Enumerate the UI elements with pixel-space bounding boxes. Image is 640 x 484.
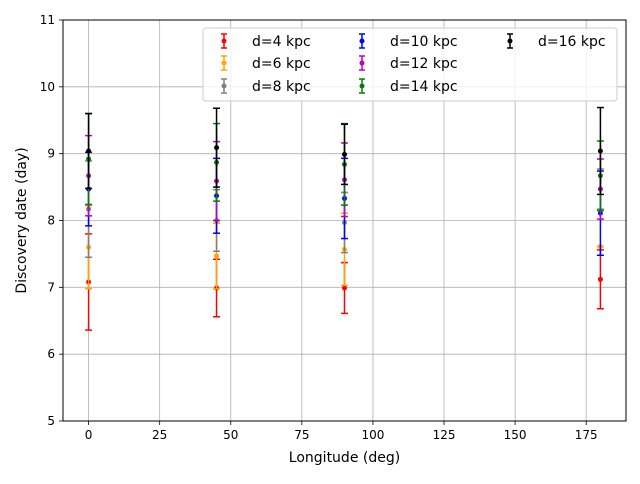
- legend-entry: d=16 kpc: [507, 33, 606, 50]
- y-tick-label: 7: [47, 280, 55, 294]
- y-tick-label: 11: [40, 13, 55, 27]
- x-tick-label: 0: [85, 428, 93, 442]
- x-tick-label: 125: [433, 428, 456, 442]
- legend-entry: d=12 kpc: [359, 55, 458, 72]
- legend-label: d=16 kpc: [538, 34, 606, 50]
- legend-marker-point: [507, 38, 513, 44]
- x-tick-label: 175: [575, 428, 598, 442]
- data-point: [86, 148, 92, 154]
- y-tick-label: 10: [40, 80, 55, 94]
- data-point: [214, 145, 220, 151]
- data-point: [597, 276, 603, 282]
- series-layer: [85, 106, 604, 331]
- series-d-16-kpc: [85, 106, 604, 196]
- plot-frame: [62, 19, 627, 422]
- x-tick-label: 75: [294, 428, 309, 442]
- x-tick-label: 25: [152, 428, 167, 442]
- data-point: [342, 151, 347, 157]
- x-tick-label: 150: [504, 428, 527, 442]
- legend-marker-point: [359, 60, 365, 66]
- legend-entry: d=14 kpc: [359, 78, 458, 95]
- legend-entry: d=8 kpc: [221, 78, 311, 95]
- legend: d=4 kpc d=6 kpc d=8 kpc d=10 kpc d=12 kpc d=1…: [202, 27, 618, 102]
- y-tick-label: 9: [47, 147, 55, 161]
- x-axis-label: Longitude (deg): [289, 450, 400, 466]
- legend-frame: [202, 27, 618, 102]
- legend-marker-point: [221, 60, 227, 66]
- legend-label: d=6 kpc: [252, 56, 311, 72]
- y-axis-ticks: 5 6 7 8 9 10 11: [40, 13, 63, 428]
- legend-label: d=10 kpc: [390, 34, 458, 50]
- x-tick-label: 50: [223, 428, 238, 442]
- data-point: [597, 148, 603, 154]
- x-axis-ticks: 0 25 50 75 100 125 150 175: [85, 421, 598, 442]
- legend-marker-point: [359, 83, 365, 89]
- legend-label: d=8 kpc: [252, 79, 311, 95]
- legend-marker-point: [359, 38, 365, 44]
- legend-label: d=14 kpc: [390, 79, 458, 95]
- data-point: [214, 253, 220, 259]
- data-point: [342, 285, 347, 291]
- legend-marker-point: [221, 38, 227, 44]
- legend-entry: d=10 kpc: [359, 33, 458, 50]
- y-axis-label: Discovery date (day): [14, 147, 30, 293]
- legend-entry: d=4 kpc: [221, 33, 311, 50]
- legend-label: d=4 kpc: [252, 34, 311, 50]
- legend-entry: d=6 kpc: [221, 55, 311, 72]
- legend-label: d=12 kpc: [390, 56, 458, 72]
- legend-marker-point: [221, 83, 227, 89]
- y-tick-label: 6: [47, 347, 55, 361]
- y-tick-label: 5: [47, 414, 55, 428]
- y-tick-label: 8: [47, 214, 55, 228]
- x-tick-label: 100: [361, 428, 384, 442]
